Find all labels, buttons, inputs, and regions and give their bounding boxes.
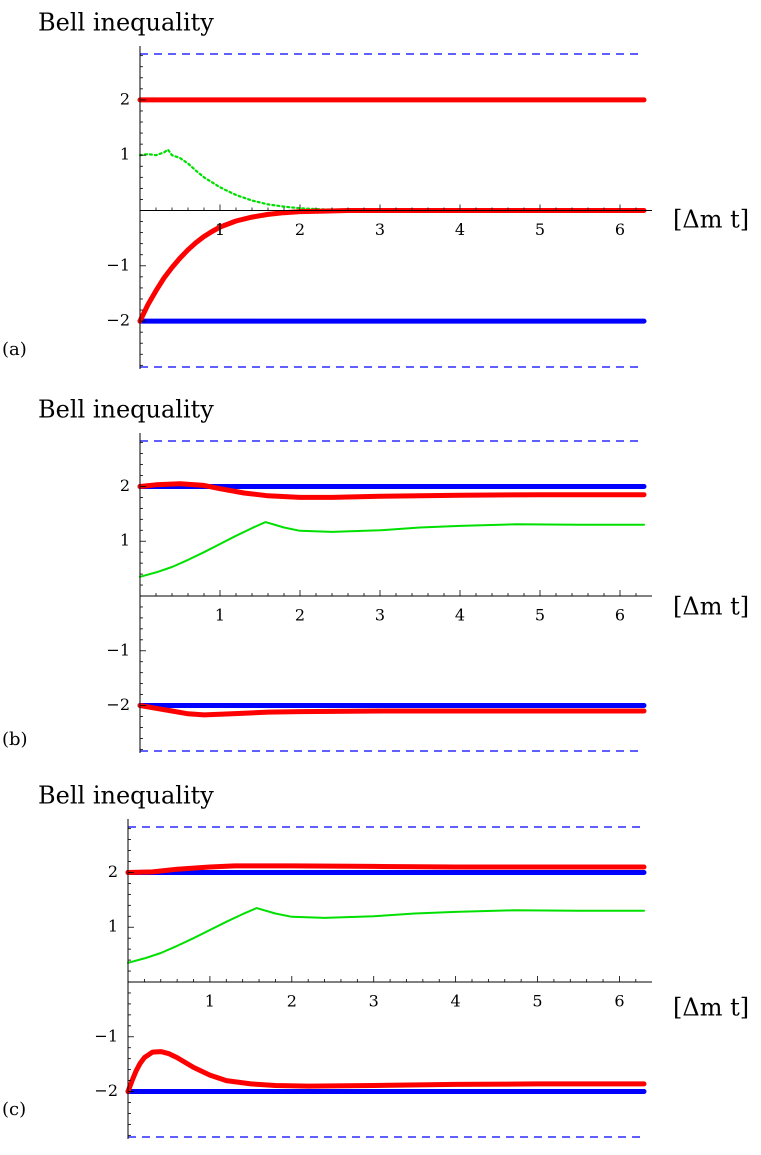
x-axis-label: [Δm t] xyxy=(673,994,749,1022)
chart-title: Bell inequality xyxy=(38,9,214,37)
y-tick-label: 2 xyxy=(120,476,130,495)
y-tick-label: 1 xyxy=(108,917,118,936)
x-tick-label: 6 xyxy=(615,220,625,239)
y-tick-label: −2 xyxy=(94,1081,118,1100)
x-tick-label: 4 xyxy=(451,992,461,1011)
y-tick-label: 2 xyxy=(120,89,130,108)
chart-panel-2: Bell inequality (c) [Δm t] −2 −1 1 2 1 2 3 4 5 6 xyxy=(2,782,749,1139)
y-tick-label: −2 xyxy=(106,311,130,330)
series-green-dotted-4 xyxy=(138,148,646,212)
y-tick-label: 2 xyxy=(108,862,118,881)
x-axis-label: [Δm t] xyxy=(673,593,749,621)
x-tick-label: 5 xyxy=(535,220,545,239)
x-tick-label: 1 xyxy=(215,606,225,625)
x-tick-label: 6 xyxy=(614,992,624,1011)
y-tick-label: −2 xyxy=(106,695,130,714)
y-tick-label: −1 xyxy=(106,255,130,274)
series-green-line-5 xyxy=(139,521,645,578)
x-tick-label: 1 xyxy=(215,220,225,239)
series-upper_red-thick-4 xyxy=(125,863,647,875)
x-tick-label: 2 xyxy=(287,992,297,1011)
x-tick-label: 3 xyxy=(369,992,379,1011)
y-tick-label: −1 xyxy=(106,640,130,659)
x-tick-label: 3 xyxy=(375,606,385,625)
x-tick-label: 5 xyxy=(535,606,545,625)
x-tick-label: 4 xyxy=(455,606,465,625)
series-lower_red-thick-6 xyxy=(125,1049,647,1094)
x-tick-label: 2 xyxy=(295,220,305,239)
panel-label: (c) xyxy=(2,1099,26,1120)
series-lower_red-thick-6 xyxy=(137,703,647,718)
x-tick-label: 3 xyxy=(375,220,385,239)
y-tick-label: −1 xyxy=(94,1026,118,1045)
chart-panel-0: Bell inequality (a) [Δm t] −2 −1 1 2 1 2 3 4 5 6 xyxy=(2,9,749,369)
y-tick-label: 1 xyxy=(120,145,130,164)
panel-label: (a) xyxy=(2,339,27,360)
x-tick-label: 6 xyxy=(615,606,625,625)
x-tick-label: 4 xyxy=(455,220,465,239)
x-axis-label: [Δm t] xyxy=(673,206,749,234)
chart-title: Bell inequality xyxy=(38,782,214,810)
x-tick-label: 5 xyxy=(532,992,542,1011)
series-green-line-5 xyxy=(127,907,645,964)
x-tick-label: 1 xyxy=(205,992,215,1011)
panel-label: (b) xyxy=(2,729,28,750)
chart-title: Bell inequality xyxy=(38,396,214,424)
x-tick-label: 2 xyxy=(295,606,305,625)
chart-panel-1: Bell inequality (b) [Δm t] −2 −1 1 2 1 2 3 4 5 6 xyxy=(2,396,749,753)
series-upper_red-thick-4 xyxy=(137,481,647,500)
y-tick-label: 1 xyxy=(120,531,130,550)
